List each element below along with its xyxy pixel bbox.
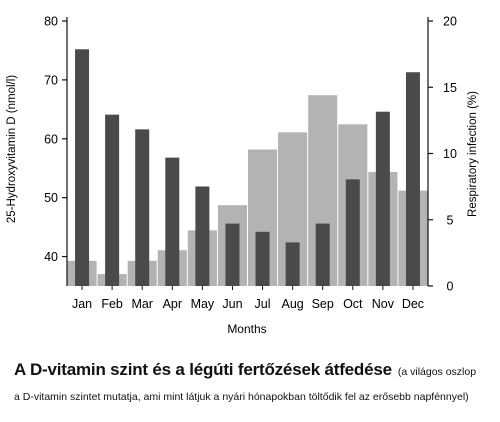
vitamin-d-bar-sep xyxy=(315,223,330,286)
x-tick-label: Aug xyxy=(282,297,304,311)
x-tick-label: Oct xyxy=(343,297,363,311)
x-tick-label: Nov xyxy=(372,297,395,311)
vitamin-d-bar-jun xyxy=(225,223,240,286)
vitamin-d-bar-may xyxy=(195,186,210,286)
x-axis-labels: Jan Feb Mar Apr May Jun Jul Aug Sep Oct Nov Dec xyxy=(72,286,424,311)
x-tick-label: Dec xyxy=(402,297,424,311)
caption-note-start: (a világos oszlop xyxy=(397,366,477,378)
vitamin-d-bar-feb xyxy=(105,114,120,286)
vitamin-d-bar-aug xyxy=(285,242,300,286)
right-tick-label: 20 xyxy=(443,15,457,29)
right-tick-label: 10 xyxy=(443,147,457,161)
caption-note-continued: a D-vitamin szintet mutatja, ami mint lá… xyxy=(14,391,469,403)
x-tick-label: Mar xyxy=(131,297,153,311)
left-tick-label: 70 xyxy=(44,73,58,87)
x-tick-label: Sep xyxy=(312,297,334,311)
left-axis-ticks: 40 50 60 70 80 xyxy=(44,15,67,264)
x-tick-label: Apr xyxy=(163,297,182,311)
infection-series xyxy=(67,95,428,286)
vitamin-d-bar-oct xyxy=(345,179,360,286)
left-tick-label: 60 xyxy=(44,132,58,146)
x-tick-label: Jun xyxy=(222,297,242,311)
x-tick-label: Jul xyxy=(255,297,271,311)
left-tick-label: 40 xyxy=(44,250,58,264)
right-tick-label: 15 xyxy=(443,81,457,95)
right-axis-ticks: 0 5 10 15 20 xyxy=(428,15,457,294)
right-tick-label: 5 xyxy=(447,213,454,227)
x-tick-label: May xyxy=(191,297,215,311)
x-tick-label: Feb xyxy=(101,297,123,311)
chart: 40 50 60 70 80 0 5 10 15 20 Jan Feb Mar Apr May Jun Ju… xyxy=(6,15,479,337)
caption-first-line: A D-vitamin szint és a légúti fertőzések… xyxy=(14,360,494,380)
caption: A D-vitamin szint és a légúti fertőzések… xyxy=(14,360,494,403)
left-axis-title: 25-Hydroxyvitamin D (nmol/l) xyxy=(6,75,18,223)
vitamin-d-bar-dec xyxy=(405,72,420,286)
vitamin-d-bar-mar xyxy=(135,129,150,286)
vitamin-d-bar-jan xyxy=(75,49,90,287)
vitamin-d-bar-jul xyxy=(255,231,270,286)
left-tick-label: 50 xyxy=(44,191,58,205)
caption-title: A D-vitamin szint és a légúti fertőzések… xyxy=(14,360,392,379)
vitamin-d-bar-apr xyxy=(165,157,180,286)
x-axis-title: Months xyxy=(227,322,266,336)
left-tick-label: 80 xyxy=(44,15,58,29)
vitamin-d-bar-nov xyxy=(375,111,390,286)
vitamin-d-series xyxy=(75,49,420,287)
right-axis-title: Respiratory infection (%) xyxy=(467,91,479,217)
x-tick-label: Jan xyxy=(72,297,92,311)
right-tick-label: 0 xyxy=(447,280,454,294)
